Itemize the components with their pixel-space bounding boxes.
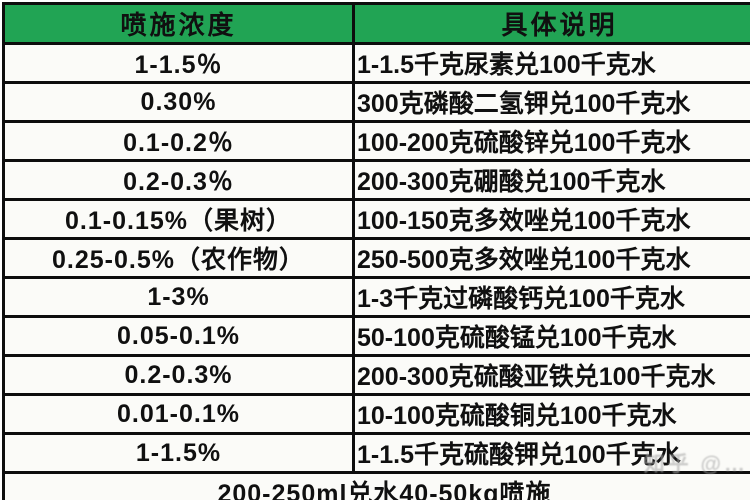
table-row: 1-3% 1-3千克过磷酸钙兑100千克水 <box>2 276 750 318</box>
table-row: 0.1-0.15%（果树） 100-150克多效唑兑100千克水 <box>2 198 750 240</box>
description-cell: 1-3千克过磷酸钙兑100千克水 <box>352 276 750 318</box>
header-description: 具体说明 <box>352 2 750 45</box>
concentration-cell: 0.25-0.5%（农作物） <box>2 237 355 279</box>
table-row: 1-1.5％ 1-1.5千克尿素兑100千克水 <box>2 42 750 84</box>
header-concentration: 喷施浓度 <box>2 2 355 45</box>
concentration-cell: 1-1.5％ <box>2 42 355 84</box>
concentration-cell: 1-3% <box>2 276 355 318</box>
header-row: 喷施浓度 具体说明 <box>2 2 750 45</box>
description-cell: 300克磷酸二氢钾兑100千克水 <box>352 81 750 123</box>
table-row: 0.05-0.1% 50-100克硫酸锰兑100千克水 <box>2 315 750 357</box>
concentration-cell: 0.1-0.15%（果树） <box>2 198 355 240</box>
table-row: 0.25-0.5%（农作物） 250-500克多效唑兑100千克水 <box>2 237 750 279</box>
table-row: 0.01-0.1% 10-100克硫酸铜兑100千克水 <box>2 393 750 435</box>
concentration-cell: 0.30% <box>2 81 355 123</box>
footer-note: 200-250ml兑水40-50kg喷施 <box>2 471 750 500</box>
description-cell: 1-1.5千克尿素兑100千克水 <box>352 42 750 84</box>
description-cell: 100-200克硫酸锌兑100千克水 <box>352 120 750 162</box>
table-row: 0.30% 300克磷酸二氢钾兑100千克水 <box>2 81 750 123</box>
table-row: 0.1-0.2％ 100-200克硫酸锌兑100千克水 <box>2 120 750 162</box>
concentration-cell: 0.01-0.1% <box>2 393 355 435</box>
table-row: 1-1.5% 1-1.5千克硫酸钾兑100千克水 <box>2 432 750 474</box>
table-row: 0.2-0.3% 200-300克硫酸亚铁兑100千克水 <box>2 354 750 396</box>
concentration-cell: 0.1-0.2％ <box>2 120 355 162</box>
description-cell: 10-100克硫酸铜兑100千克水 <box>352 393 750 435</box>
description-cell: 200-300克硫酸亚铁兑100千克水 <box>352 354 750 396</box>
description-cell: 250-500克多效唑兑100千克水 <box>352 237 750 279</box>
description-cell: 50-100克硫酸锰兑100千克水 <box>352 315 750 357</box>
description-cell: 200-300克硼酸兑100千克水 <box>352 159 750 201</box>
footer-row: 200-250ml兑水40-50kg喷施 <box>2 471 750 500</box>
table-row: 0.2-0.3％ 200-300克硼酸兑100千克水 <box>2 159 750 201</box>
concentration-cell: 0.2-0.3％ <box>2 159 355 201</box>
concentration-cell: 0.05-0.1% <box>2 315 355 357</box>
concentration-cell: 0.2-0.3% <box>2 354 355 396</box>
concentration-cell: 1-1.5% <box>2 432 355 474</box>
description-cell: 1-1.5千克硫酸钾兑100千克水 <box>352 432 750 474</box>
description-cell: 100-150克多效唑兑100千克水 <box>352 198 750 240</box>
